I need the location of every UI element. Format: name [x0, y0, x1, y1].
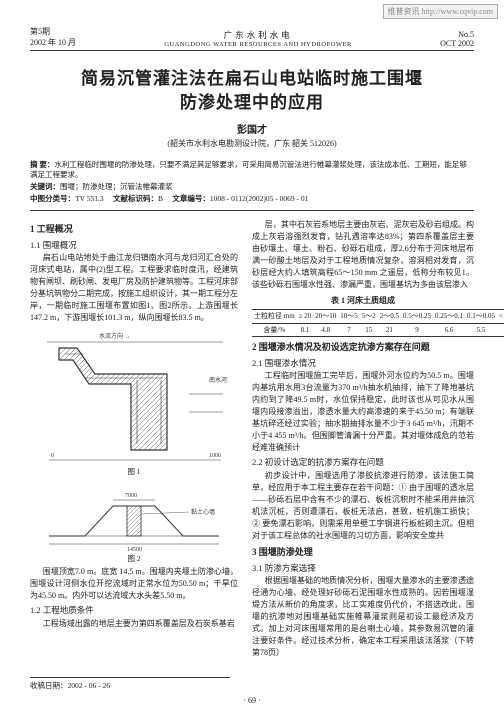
body-columns: 1 工程概况 1.1 围堰概况 扁石山电站地处于曲江龙归镇南水河与龙归河汇合处的… [30, 219, 474, 659]
para-1-2: 工程场域出露的地层主要为第四系覆盖层及石炭系基岩 [30, 618, 238, 630]
table-1-td: 7 [338, 323, 360, 337]
table-1-th: 0.25～0.1 [433, 310, 465, 324]
section-2: 2 围堰渗水情况及初设选定抗渗方案存在问题 [252, 341, 474, 355]
journal-title-cn: 广东水利水电 [76, 29, 440, 41]
codes-line: 中图分类号：TV 551.3 文献标识码：B 文章编号：1008 - 0112(… [30, 194, 474, 205]
para-top-right: 层，其中石灰岩系地层主要由灰岩、泥灰岩及砂岩组成。构成上灰岩溶强烈发育，钻孔遇溶… [252, 219, 474, 291]
clc-text: TV 551.3 [75, 194, 104, 203]
section-1-2: 1.2 工程地质条件 [30, 604, 238, 617]
section-2-2: 2.2 初设计选定的抗渗方案存在问题 [252, 456, 474, 469]
section-3: 3 围堰防渗处理 [252, 546, 474, 560]
table-1-data-row: 含量/%8.14.87152196.65.512 [252, 323, 504, 337]
para-dim: 围堰顶宽7.0 m。底宽 14.5 m。围堰内夹堰土防渗心墙，围堰设计河侧水位开… [30, 566, 238, 602]
figure-2-caption: 图 2 [30, 553, 238, 564]
svg-text:水流方向 →: 水流方向 → [99, 332, 131, 340]
page: 维普资讯 http://www.cqvip.com 第5期 2002 年 10 … [0, 0, 504, 713]
issue-date: 2002 年 10 月 [30, 37, 76, 48]
para-2-1: 工程临时围堰施工完毕后，围堰外河水位约为50.5 m。围堰内基坑用水用3台流量为… [252, 370, 474, 454]
doc-text: B [158, 194, 163, 203]
table-1-td: 15 [360, 323, 378, 337]
table-1-th: 2～0.5 [378, 310, 401, 324]
doc-label: 文献标识码： [113, 194, 158, 203]
left-column: 1 工程概况 1.1 围堰概况 扁石山电站地处于曲江龙归镇南水河与龙归河汇合处的… [30, 219, 238, 659]
section-1-1: 1.1 围堰概况 [30, 239, 238, 252]
issue-number: 第5期 [30, 26, 76, 37]
table-1-td: 4.8 [313, 323, 338, 337]
journal-header: 第5期 2002 年 10 月 广东水利水电 GUANGDONG WATER R… [30, 26, 474, 51]
section-3-1: 3.1 防渗方案选择 [252, 562, 474, 575]
table-1-th: 0.5～0.25 [401, 310, 433, 324]
clc-label: 中图分类号： [30, 194, 75, 203]
table-1-th: 10～5 [338, 310, 360, 324]
table-1-th: 土粒粒径 mm [252, 310, 297, 324]
table-1-td: 12 [497, 323, 504, 337]
figure-2-svg: 7000 14500 黏土心墙 [39, 484, 229, 552]
svg-text:7000: 7000 [125, 493, 137, 499]
table-1-td: 8.1 [297, 323, 314, 337]
section-1: 1 工程概况 [30, 223, 238, 237]
svg-text:14500: 14500 [127, 547, 142, 552]
abstract-label: 摘 要： [30, 160, 54, 169]
svg-text:南水河: 南水河 [209, 376, 227, 384]
abstract-line: 摘 要：水利工程临时围堰的防渗处理，只要不满足其足够要求，可采用简易沉管法进行帷… [30, 160, 474, 182]
table-1-header-row: 土粒粒径 mm≥ 2020～1010～55～22～0.50.5～0.250.25… [252, 310, 504, 324]
page-number: · 69 · [0, 696, 504, 705]
title-line-1: 简易沉管灌注法在扁石山电站临时施工围堰 [30, 67, 474, 91]
section-2-1: 2.1 围堰渗水情况 [252, 357, 474, 370]
table-1-td: 5.5 [465, 323, 497, 337]
right-column: 层，其中石灰岩系地层主要由灰岩、泥灰岩及砂岩组成。构成上灰岩溶强烈发育，钻孔遇溶… [252, 219, 474, 659]
table-1-td: 9 [401, 323, 433, 337]
figure-1-svg: 南水河 水流方向 → 0 1000 [39, 330, 229, 465]
table-1-th: ≥ 20 [297, 310, 314, 324]
author: 彭国才 [30, 121, 474, 136]
footnotes: 收稿日期：2002 - 06 - 26 [30, 677, 230, 691]
table-1-title: 表 1 河床土质组成 [252, 295, 474, 307]
table-1-th: 5～2 [360, 310, 378, 324]
para-3-1: 根据围堰基础的地质情况分析，围堰大量渗水的主要渗透途径通为心墙、经处理好砂砾石泥… [252, 575, 474, 659]
table-1-th: < 0.05 [497, 310, 504, 324]
issue-no: No.5 [440, 30, 474, 39]
para-1-1: 扁石山电站地处于曲江龙归镇南水河与龙归河汇合处的河床式电站，属中(2)型工程。工… [30, 252, 238, 324]
abstract-text: 水利工程临时围堰的防渗处理，只要不满足其足够要求，可采用简易沉管法进行帷幕灌浆处… [30, 160, 467, 180]
svg-text:1000: 1000 [209, 453, 221, 459]
table-1-td: 21 [378, 323, 401, 337]
figure-1: 南水河 水流方向 → 0 1000 图 1 [30, 330, 238, 477]
figure-2: 7000 14500 黏土心墙 图 2 [30, 484, 238, 564]
artno-label: 文章编号： [172, 194, 210, 203]
recv-date-label: 收稿日期： [30, 681, 68, 690]
svg-text:黏土心墙: 黏土心墙 [191, 508, 215, 516]
table-1-td: 6.6 [433, 323, 465, 337]
issue-month: OCT 2002 [440, 39, 474, 48]
table-1: 土粒粒径 mm≥ 2020～1010～55～22～0.50.5～0.250.25… [252, 309, 504, 337]
watermark: 维普资讯 http://www.cqvip.com [383, 4, 498, 19]
recv-date: 2002 - 06 - 26 [68, 681, 111, 690]
para-2-2: 初步设计中，围堰选用了渗胶抗渗进行防渗，该法施工简单，经应用于本工程主要存在若干… [252, 470, 474, 542]
table-1-th: 0.1～0.05 [465, 310, 497, 324]
journal-title-en: GUANGDONG WATER RESOURCES AND HYDROPOWER [76, 41, 440, 48]
keywords-text: 围堰；防渗处理；沉管法帷幕灌浆 [60, 182, 173, 191]
figure-1-caption: 图 1 [30, 466, 238, 477]
title-line-2: 防渗处理中的应用 [30, 91, 474, 115]
header-center: 广东水利水电 GUANGDONG WATER RESOURCES AND HYD… [76, 29, 440, 48]
table-1-th: 20～10 [313, 310, 338, 324]
affiliation: (韶关市水利水电勘测设计院，广东 韶关 512026) [30, 138, 474, 149]
keywords-line: 关键词：围堰；防渗处理；沉管法帷幕灌浆 [30, 182, 474, 193]
artno-text: 1008 - 0112(2002)05 - 0069 - 01 [210, 194, 308, 203]
header-left: 第5期 2002 年 10 月 [30, 26, 76, 48]
header-right: No.5 OCT 2002 [440, 30, 474, 48]
table-1-row-label: 含量/% [252, 323, 297, 337]
svg-text:0: 0 [51, 453, 54, 459]
article-title: 简易沉管灌注法在扁石山电站临时施工围堰 防渗处理中的应用 [30, 67, 474, 115]
keywords-label: 关键词： [30, 182, 60, 191]
meta-block: 摘 要：水利工程临时围堰的防渗处理，只要不满足其足够要求，可采用简易沉管法进行帷… [30, 157, 474, 212]
